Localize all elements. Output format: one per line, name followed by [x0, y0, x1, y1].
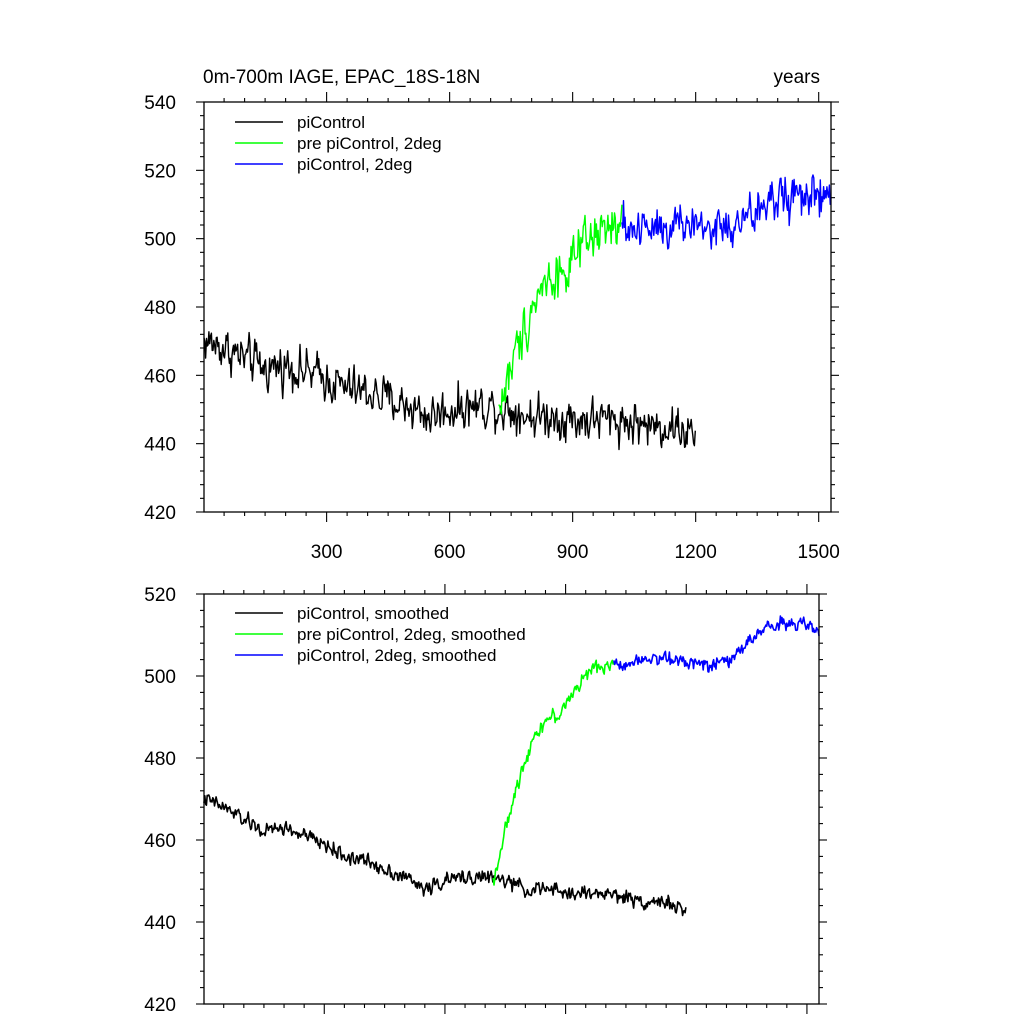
legend: piControl pre piControl, 2deg piControl,… — [235, 113, 442, 174]
plot-frame — [203, 593, 820, 1005]
ytick-label: 480 — [144, 749, 176, 770]
ytick-label: 420 — [144, 995, 176, 1016]
bottom-panel: 420 440 460 480 500 520 piControl, smoot… — [144, 584, 827, 1016]
ytick-label: 440 — [144, 435, 176, 456]
ytick-label: 500 — [144, 667, 176, 688]
legend-item: piControl, smoothed — [235, 604, 449, 623]
legend-label: piControl, 2deg, smoothed — [297, 646, 496, 665]
legend-label: pre piControl, 2deg, smoothed — [297, 625, 526, 644]
xtick-label: 1500 — [798, 542, 840, 563]
legend-item: piControl — [235, 113, 365, 132]
series-line — [498, 204, 623, 415]
ytick-label: 460 — [144, 831, 176, 852]
ytick-label: 420 — [144, 503, 176, 524]
panel-units: years — [774, 67, 820, 88]
xtick-label: 300 — [311, 542, 343, 563]
ytick-label: 460 — [144, 366, 176, 387]
ytick-label: 540 — [144, 93, 176, 114]
legend-item: piControl, 2deg, smoothed — [235, 646, 496, 665]
legend: piControl, smoothed pre piControl, 2deg,… — [235, 604, 526, 665]
ytick-label: 500 — [144, 230, 176, 251]
legend-item: piControl, 2deg — [235, 155, 412, 174]
ytick-label: 520 — [144, 161, 176, 182]
legend-label: piControl — [297, 113, 365, 132]
ytick-label: 440 — [144, 913, 176, 934]
legend-item: pre piControl, 2deg, smoothed — [235, 625, 526, 644]
panel-title: 0m-700m IAGE, EPAC_18S-18N — [203, 67, 480, 88]
xtick-label: 600 — [434, 542, 466, 563]
series-line — [621, 174, 832, 250]
legend-label: piControl, 2deg — [297, 155, 412, 174]
ytick-label: 520 — [144, 585, 176, 606]
xtick-label: 900 — [557, 542, 589, 563]
series-line — [203, 794, 687, 917]
series-line — [492, 659, 615, 886]
xtick-label: 1200 — [675, 542, 717, 563]
legend-item: pre piControl, 2deg — [235, 134, 442, 153]
legend-label: piControl, smoothed — [297, 604, 449, 623]
legend-label: pre piControl, 2deg — [297, 134, 442, 153]
series-line — [203, 331, 696, 451]
series-line — [613, 615, 820, 673]
top-panel: 0m-700m IAGE, EPAC_18S-18N years 420 440… — [144, 67, 840, 563]
ytick-label: 480 — [144, 298, 176, 319]
